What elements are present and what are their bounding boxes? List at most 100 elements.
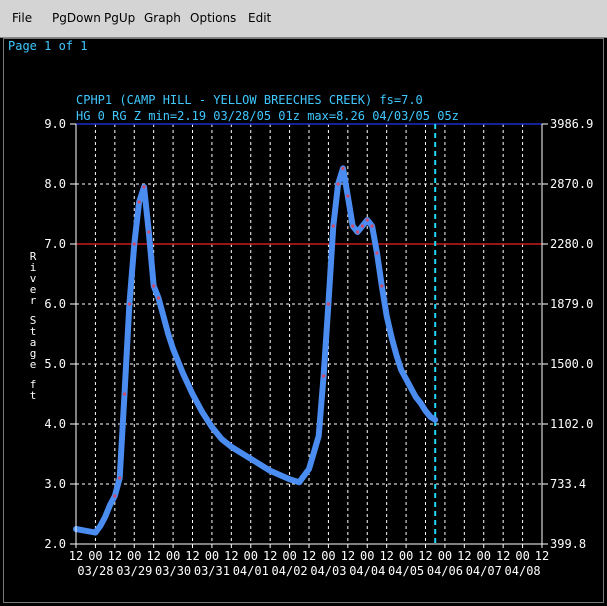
x-tick-label: 12 <box>263 549 277 563</box>
reference-lines <box>76 123 542 544</box>
y-axis-label-char: f <box>30 378 37 391</box>
stage-data-point <box>336 182 340 186</box>
stage-series-line <box>73 165 439 536</box>
x-tick-label: 12 <box>69 549 83 563</box>
x-date-label: 04/03 <box>310 564 346 578</box>
x-tick-label: 12 <box>224 549 238 563</box>
y2-tick-label: 399.8 <box>550 537 586 551</box>
y-axis-label-char: v <box>30 272 37 285</box>
menu-options[interactable]: Options <box>190 11 237 25</box>
stage-data-point <box>346 194 350 198</box>
menu-graph[interactable]: Graph <box>144 11 181 25</box>
x-tick-label: 00 <box>321 549 335 563</box>
y2-tick-label: 1500.0 <box>550 357 593 371</box>
x-tick-label: 12 <box>535 549 549 563</box>
stage-data-point <box>156 296 161 300</box>
x-tick-label: 12 <box>379 549 393 563</box>
x-date-label: 03/31 <box>194 564 230 578</box>
x-tick-label: 00 <box>282 549 296 563</box>
x-tick-label: 12 <box>457 549 471 563</box>
y2-tick-label: 3986.9 <box>550 117 593 131</box>
y-tick-label: 2.0 <box>44 537 66 551</box>
x-tick-label: 00 <box>438 549 452 563</box>
chart-subtitle: HG 0 RG Z min=2.19 03/28/05 01z max=8.26… <box>76 109 459 123</box>
x-date-label: 04/05 <box>388 564 424 578</box>
x-date-label: 04/07 <box>466 564 502 578</box>
plot-window <box>3 38 604 603</box>
axis-layer: 12 00 12 00 12 00 12 00 12 00 12 00 12 00 12 00 12 00 12 00… <box>44 117 593 578</box>
y-tick-label: 3.0 <box>44 477 66 491</box>
x-tick-label: 12 <box>146 549 160 563</box>
x-tick-label: 12 <box>302 549 316 563</box>
y-axis-label-char: t <box>30 389 37 402</box>
x-date-label: 04/04 <box>349 564 385 578</box>
y-axis-label-char: a <box>30 336 37 349</box>
y-axis-label-char: R <box>30 250 37 263</box>
series-layer <box>73 165 439 536</box>
stage-data-point <box>351 224 355 228</box>
x-tick-label: 12 <box>185 549 199 563</box>
x-tick-label: 00 <box>477 549 491 563</box>
x-tick-label: 00 <box>244 549 258 563</box>
stage-data-point <box>360 224 364 228</box>
stage-data-point <box>370 224 374 228</box>
stage-data-point <box>147 230 151 234</box>
stage-data-point <box>341 166 345 170</box>
stage-data-point <box>127 302 131 306</box>
stage-data-point <box>375 251 379 255</box>
y-tick-label: 4.0 <box>44 417 66 431</box>
x-date-label: 03/29 <box>116 564 152 578</box>
x-tick-label: 00 <box>205 549 219 563</box>
page-indicator: Page 1 of 1 <box>8 39 88 53</box>
y2-tick-label: 2280.0 <box>550 237 593 251</box>
y2-tick-label: 733.4 <box>550 477 586 491</box>
stage-data-point <box>142 185 146 189</box>
y2-tick-label: 2870.0 <box>550 177 593 191</box>
y-tick-label: 7.0 <box>44 237 66 251</box>
x-date-label: 04/06 <box>427 564 463 578</box>
menu-file[interactable]: File <box>12 11 33 25</box>
x-tick-label: 00 <box>360 549 374 563</box>
x-date-label: 04/08 <box>505 564 541 578</box>
menu-edit[interactable]: Edit <box>248 11 272 25</box>
y-axis-label-char: e <box>30 358 37 371</box>
x-date-label: 03/30 <box>155 564 191 578</box>
stage-data-point <box>122 392 127 396</box>
x-tick-label: 12 <box>108 549 122 563</box>
y-tick-label: 6.0 <box>44 297 66 311</box>
x-tick-label: 00 <box>166 549 180 563</box>
y-axis-label-char: g <box>30 347 37 360</box>
menu-pgdown[interactable]: PgDown <box>52 11 101 25</box>
stage-data-point <box>137 200 141 204</box>
stage-data-point <box>321 374 326 378</box>
x-tick-label: 00 <box>399 549 413 563</box>
x-tick-label: 00 <box>127 549 141 563</box>
chart-title: CPHP1 (CAMP HILL - YELLOW BREECHES CREEK… <box>76 93 423 107</box>
x-tick-label: 12 <box>418 549 432 563</box>
stage-data-point <box>331 224 335 228</box>
x-date-label: 03/28 <box>77 564 113 578</box>
y-tick-label: 8.0 <box>44 177 66 191</box>
menu-bar: File PgDown PgUp Graph Options Edit <box>0 0 607 38</box>
stage-data-point <box>113 494 117 498</box>
stage-data-point <box>355 230 360 234</box>
y-axis-label-char: t <box>30 325 37 338</box>
y-tick-label: 9.0 <box>44 117 66 131</box>
y-axis-label-char: S <box>30 314 37 327</box>
stage-data-point <box>380 284 384 288</box>
stage-data-point <box>132 242 136 246</box>
y-axis-label-char: i <box>30 261 37 274</box>
x-tick-label: 12 <box>496 549 510 563</box>
stage-data-point <box>326 302 331 306</box>
menu-pgup[interactable]: PgUp <box>104 11 136 25</box>
y2-tick-label: 1879.0 <box>550 297 593 311</box>
stage-data-point <box>152 284 156 288</box>
x-tick-label: 12 <box>341 549 355 563</box>
stage-data-point <box>118 476 122 480</box>
x-tick-label: 00 <box>88 549 102 563</box>
y-tick-label: 5.0 <box>44 357 66 371</box>
x-date-label: 04/02 <box>272 564 308 578</box>
grid-layer <box>76 124 542 544</box>
